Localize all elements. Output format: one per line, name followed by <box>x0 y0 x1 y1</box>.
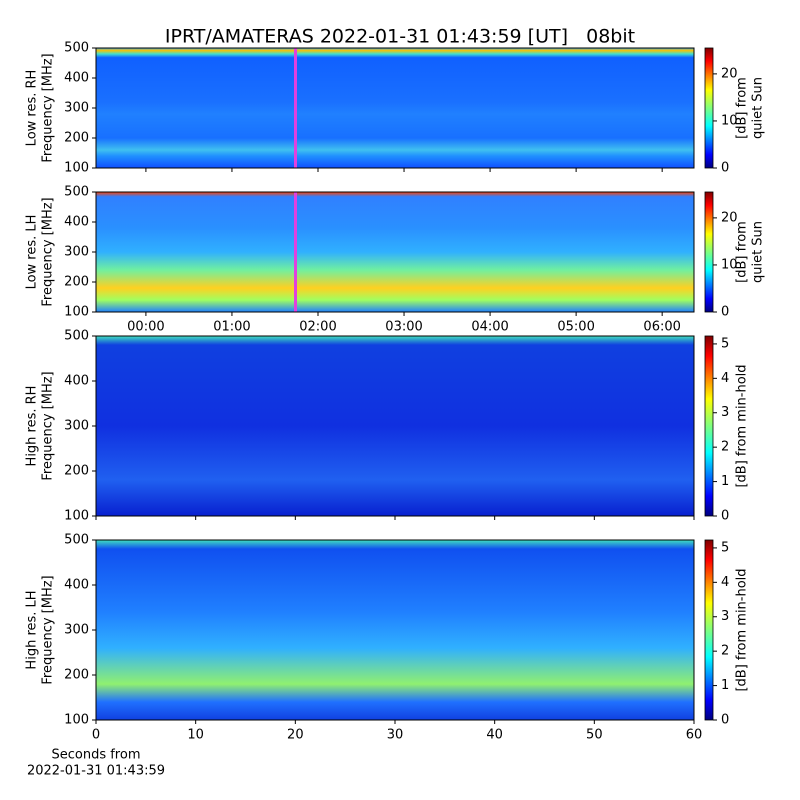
colorbar-label: [dB] from min-hold <box>735 364 750 487</box>
x-tick-label: 04:00 <box>471 320 508 335</box>
y-tick-label: 300 <box>64 245 89 260</box>
x-tick-label: 06:00 <box>643 320 680 335</box>
spectrogram-image <box>96 336 694 516</box>
x-tick-label: 00:00 <box>127 320 164 335</box>
colorbar <box>704 47 714 169</box>
y-axis-label: Low res. RH <box>25 70 40 147</box>
colorbar-tick-label: 10 <box>721 113 738 128</box>
y-tick-label: 200 <box>64 464 89 479</box>
colorbar <box>704 335 714 517</box>
colorbar <box>704 191 714 313</box>
y-tick-label: 100 <box>64 305 89 320</box>
x-axis-label: Seconds from <box>51 748 140 763</box>
x-tick-label: 60 <box>686 728 703 743</box>
colorbar-tick-label: 1 <box>721 678 729 693</box>
spectrogram-image <box>96 192 694 312</box>
y-axis-label: Frequency [MHz] <box>41 371 56 480</box>
x-tick-label: 20 <box>287 728 304 743</box>
y-tick-label: 300 <box>64 419 89 434</box>
colorbar-tick-label: 3 <box>721 609 729 624</box>
colorbar-tick-label: 10 <box>721 257 738 272</box>
time-marker <box>294 192 297 312</box>
colorbar-tick-label: 0 <box>721 713 729 728</box>
y-tick-label: 300 <box>64 623 89 638</box>
colorbar-tick-label: 20 <box>721 210 738 225</box>
y-tick-label: 100 <box>64 713 89 728</box>
y-tick-label: 500 <box>64 533 89 548</box>
y-tick-label: 200 <box>64 668 89 683</box>
x-tick-label: 02:00 <box>299 320 336 335</box>
colorbar-label: [dB] from min-hold <box>735 568 750 691</box>
colorbar-label: [dB] from <box>735 77 750 139</box>
y-tick-label: 500 <box>64 329 89 344</box>
chart-title: IPRT/AMATERAS 2022-01-31 01:43:59 [UT] 0… <box>165 26 635 48</box>
time-marker <box>294 48 297 168</box>
y-axis-label: High res. LH <box>25 590 40 669</box>
spectrogram-image <box>96 48 694 168</box>
x-tick-label: 01:00 <box>213 320 250 335</box>
y-tick-label: 500 <box>64 185 89 200</box>
colorbar-tick-label: 2 <box>721 440 729 455</box>
x-tick-label: 05:00 <box>557 320 594 335</box>
colorbar-tick-label: 5 <box>721 540 729 555</box>
colorbar-tick-label: 0 <box>721 305 729 320</box>
colorbar-tick-label: 4 <box>721 371 729 386</box>
y-tick-label: 400 <box>64 71 89 86</box>
y-tick-label: 300 <box>64 101 89 116</box>
colorbar-tick-label: 3 <box>721 405 729 420</box>
y-tick-label: 500 <box>64 41 89 56</box>
y-axis-label: High res. RH <box>25 386 40 467</box>
colorbar-tick-label: 20 <box>721 66 738 81</box>
y-axis-label: Frequency [MHz] <box>41 53 56 162</box>
colorbar-label: [dB] from <box>735 221 750 283</box>
colorbar <box>704 539 714 721</box>
y-tick-label: 100 <box>64 161 89 176</box>
spectrogram-image <box>96 540 694 720</box>
colorbar-tick-label: 0 <box>721 509 729 524</box>
x-tick-label: 0 <box>92 728 100 743</box>
colorbar-tick-label: 5 <box>721 336 729 351</box>
y-axis-label: Frequency [MHz] <box>41 197 56 306</box>
colorbar-tick-label: 0 <box>721 161 729 176</box>
x-tick-label: 40 <box>486 728 503 743</box>
y-axis-label: Low res. LH <box>25 215 40 290</box>
y-tick-label: 200 <box>64 131 89 146</box>
x-tick-label: 50 <box>586 728 603 743</box>
y-tick-label: 400 <box>64 215 89 230</box>
y-tick-label: 100 <box>64 509 89 524</box>
colorbar-tick-label: 1 <box>721 474 729 489</box>
colorbar-label: quiet Sun <box>751 221 766 283</box>
x-tick-label: 10 <box>187 728 204 743</box>
x-tick-label: 03:00 <box>385 320 422 335</box>
colorbar-tick-label: 4 <box>721 575 729 590</box>
y-axis-label: Frequency [MHz] <box>41 575 56 684</box>
y-tick-label: 400 <box>64 578 89 593</box>
x-axis-label: 2022-01-31 01:43:59 <box>27 764 165 779</box>
x-tick-label: 30 <box>387 728 404 743</box>
colorbar-tick-label: 2 <box>721 644 729 659</box>
y-tick-label: 200 <box>64 275 89 290</box>
colorbar-label: quiet Sun <box>751 77 766 139</box>
y-tick-label: 400 <box>64 374 89 389</box>
